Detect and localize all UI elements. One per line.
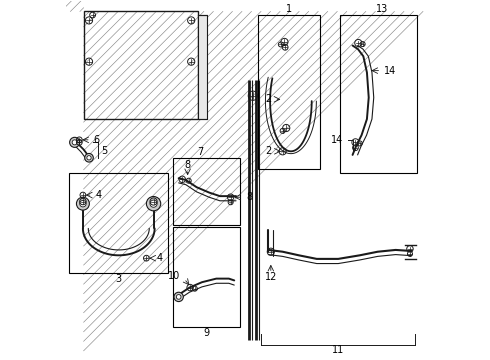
Text: 8: 8 [247,192,253,202]
Text: 4: 4 [156,253,162,263]
Circle shape [174,292,183,302]
Text: 2: 2 [265,146,271,156]
Bar [173,158,240,225]
Bar [69,173,168,273]
Text: 14: 14 [384,66,396,76]
Text: 5: 5 [101,145,107,156]
Circle shape [85,153,93,162]
Text: 2: 2 [265,94,271,104]
Text: 7: 7 [196,147,203,157]
Text: 13: 13 [376,4,389,14]
Text: 8: 8 [185,160,191,170]
Circle shape [80,201,86,207]
Text: 14: 14 [331,135,343,145]
Text: 10: 10 [168,271,180,281]
Bar [84,12,198,119]
Bar [198,15,207,119]
Circle shape [76,197,89,210]
Text: 3: 3 [116,274,122,284]
Circle shape [176,294,181,299]
Bar [258,15,320,169]
Text: 9: 9 [203,328,210,338]
Text: 12: 12 [265,272,277,282]
Circle shape [147,197,161,211]
Circle shape [150,200,157,207]
Circle shape [72,140,77,145]
Text: 4: 4 [95,190,101,200]
Text: 1: 1 [286,4,292,14]
Circle shape [87,156,91,160]
Text: 11: 11 [332,345,344,355]
Bar [173,226,240,327]
Text: 6: 6 [94,135,100,145]
Circle shape [70,137,80,147]
Bar [84,12,198,119]
Bar [340,15,417,173]
